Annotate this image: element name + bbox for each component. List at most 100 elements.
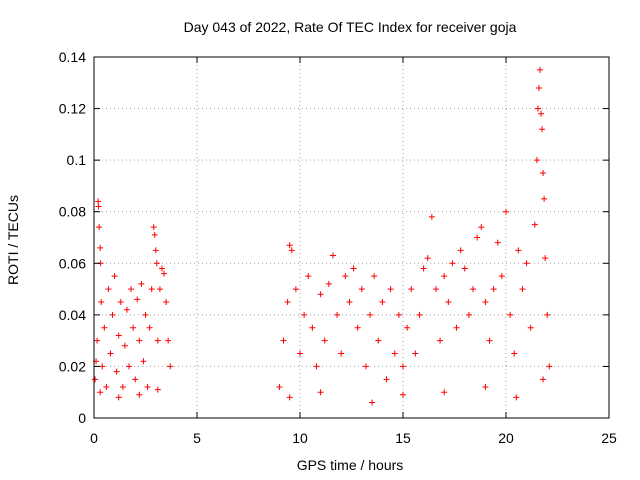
data-point: [134, 296, 141, 303]
data-point: [115, 332, 122, 339]
data-point: [161, 270, 168, 277]
data-point: [494, 239, 501, 246]
data-point: [113, 368, 120, 375]
x-tick-label: 15: [395, 430, 411, 446]
data-point: [519, 286, 526, 293]
data-point: [531, 221, 538, 228]
data-point: [288, 247, 295, 254]
data-point: [130, 324, 137, 331]
plot-frame: [93, 56, 610, 419]
data-point: [408, 286, 415, 293]
data-point: [329, 252, 336, 259]
data-point: [490, 286, 497, 293]
y-tick-label: 0.14: [59, 49, 86, 65]
data-point: [482, 298, 489, 305]
data-point: [136, 337, 143, 344]
y-tick-labels: 0 0.02 0.04 0.06 0.08 0.1 0.12 0.14: [59, 49, 86, 426]
data-point: [286, 394, 293, 401]
data-point: [350, 265, 357, 272]
y-axis-label: ROTI / TECUs: [5, 195, 21, 285]
data-point: [154, 386, 161, 393]
y-tick-label: 0.02: [59, 358, 86, 374]
data-point: [280, 337, 287, 344]
data-point: [358, 286, 365, 293]
y-tick-label: 0.12: [59, 101, 86, 117]
data-point: [544, 311, 551, 318]
data-point: [152, 247, 159, 254]
data-point: [313, 363, 320, 370]
x-tick-labels: 0 5 10 15 20 25: [90, 430, 617, 446]
data-point: [362, 363, 369, 370]
data-point: [391, 350, 398, 357]
data-point: [123, 306, 130, 313]
x-tick-label: 20: [498, 430, 514, 446]
data-point: [538, 110, 545, 117]
data-point: [325, 280, 332, 287]
data-point: [163, 298, 170, 305]
data-point: [115, 394, 122, 401]
data-point: [111, 273, 118, 280]
data-point: [354, 324, 361, 331]
data-point: [432, 286, 439, 293]
data-point: [94, 337, 101, 344]
data-point: [276, 384, 283, 391]
data-point: [437, 337, 444, 344]
data-point: [541, 195, 548, 202]
y-tick-label: 0.1: [67, 152, 87, 168]
data-point: [474, 234, 481, 241]
data-point: [150, 224, 157, 231]
data-point: [375, 337, 382, 344]
data-point: [523, 260, 530, 267]
data-point: [465, 311, 472, 318]
data-point: [527, 324, 534, 331]
data-point: [535, 84, 542, 91]
data-point: [334, 311, 341, 318]
y-tick-label: 0.08: [59, 204, 86, 220]
data-point: [428, 213, 435, 220]
data-point: [478, 224, 485, 231]
data-point: [146, 324, 153, 331]
data-point: [449, 260, 456, 267]
data-point: [400, 363, 406, 370]
data-point: [412, 350, 419, 357]
data-point: [424, 255, 431, 262]
data-point: [498, 273, 505, 280]
data-point: [367, 311, 374, 318]
data-point: [317, 389, 324, 396]
data-point: [420, 265, 427, 272]
data-point: [136, 391, 143, 398]
y-tick-label: 0: [78, 410, 86, 426]
data-point: [457, 247, 464, 254]
data-point: [142, 311, 149, 318]
data-point: [138, 280, 145, 287]
data-point: [286, 242, 293, 249]
data-point: [383, 376, 390, 383]
data-point: [156, 286, 163, 293]
data-point: [119, 384, 126, 391]
x-tick-label: 25: [601, 430, 617, 446]
data-point: [92, 376, 99, 383]
data-point: [482, 384, 489, 391]
data-point: [542, 255, 549, 262]
data-point: [317, 291, 324, 298]
data-point: [539, 126, 546, 133]
data-point: [404, 324, 411, 331]
data-point: [103, 384, 110, 391]
data-point: [99, 363, 106, 370]
data-points: [92, 66, 553, 406]
grid-lines: [94, 57, 609, 418]
data-point: [153, 260, 160, 267]
data-point: [534, 105, 541, 112]
x-tick-label: 0: [90, 430, 98, 446]
data-point: [441, 389, 448, 396]
data-point: [128, 286, 135, 293]
data-point: [540, 170, 547, 177]
data-point: [416, 311, 423, 318]
data-point: [503, 208, 509, 215]
data-point: [97, 389, 104, 396]
data-point: [107, 350, 114, 357]
chart-title: Day 043 of 2022, Rate Of TEC Index for r…: [184, 19, 517, 35]
data-point: [132, 376, 139, 383]
data-point: [95, 203, 102, 210]
